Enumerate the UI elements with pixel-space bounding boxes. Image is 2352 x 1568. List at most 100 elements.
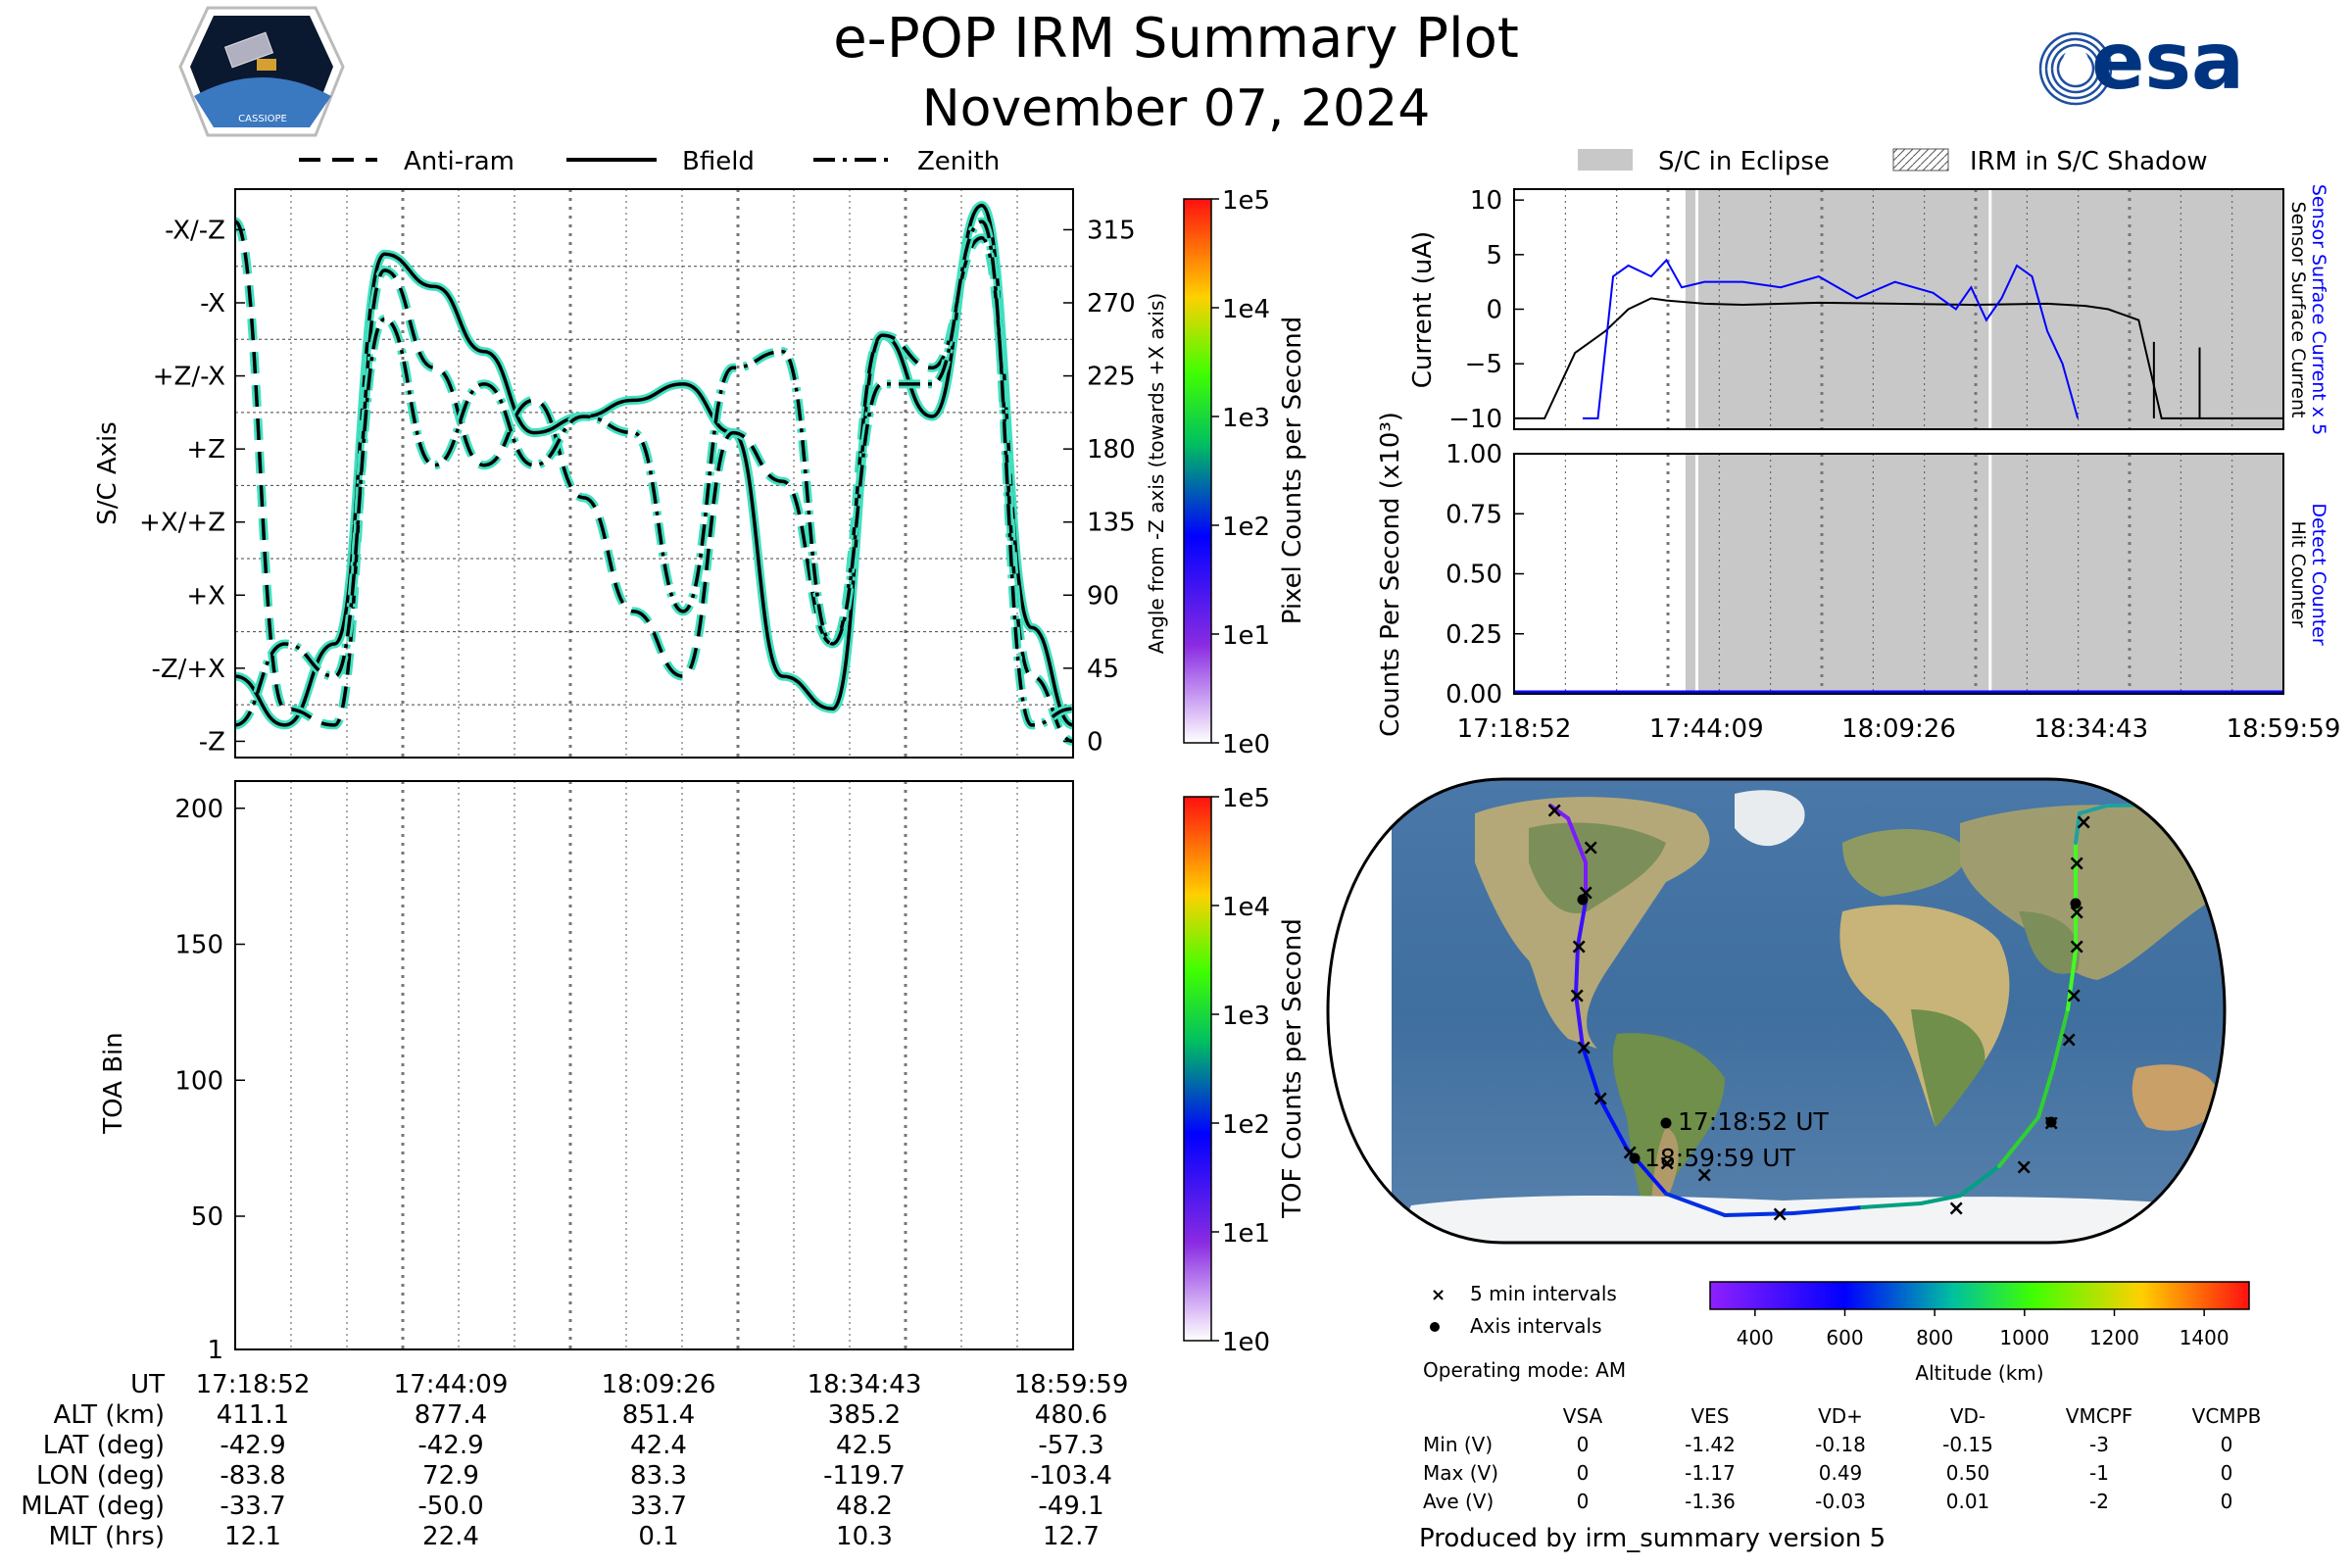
altitude-tick-label: 1000 <box>1999 1326 2049 1349</box>
five-min-marker: × <box>1695 1163 1713 1188</box>
colorbar-tick-label: 1e0 <box>1222 730 1270 760</box>
ephemeris-cell: 17:18:52 <box>196 1370 311 1399</box>
series-line-zenith <box>235 220 1073 727</box>
current-tick-label: −10 <box>1448 405 1502 434</box>
sc-axis-angle-tick: 180 <box>1087 435 1136 465</box>
orbit-track-segment <box>2036 1066 2055 1119</box>
orbit-track-segment <box>1664 1192 1727 1217</box>
mission-logo: CASSIOPE <box>178 6 345 137</box>
page-title: e-POP IRM Summary Plot <box>833 7 1519 71</box>
voltage-column-header: VCMPB <box>2192 1404 2262 1428</box>
voltage-column-header: VMCPF <box>2066 1404 2132 1428</box>
ephemeris-cell: -50.0 <box>417 1492 483 1521</box>
counts-tick-label: 0.75 <box>1446 500 1502 529</box>
orbit-track-segment <box>1581 1045 1601 1100</box>
orbit-track <box>1548 802 2225 1217</box>
toa-tick-label: 1 <box>207 1336 223 1365</box>
legend-bfield-label: Bfield <box>682 147 755 176</box>
counts-ylabel: Counts Per Second (x10³) <box>1376 412 1405 737</box>
five-min-marker: × <box>1947 1197 1965 1221</box>
eclipse-shading <box>1685 189 2283 429</box>
ephemeris-cell: 0.1 <box>638 1522 678 1551</box>
ephemeris-row-label: MLT (hrs) <box>49 1522 166 1551</box>
ephemeris-cell: 18:09:26 <box>602 1370 716 1399</box>
ephemeris-cell: 12.1 <box>224 1522 281 1551</box>
sc-axis-tick-label: -Z/+X <box>151 655 225 684</box>
counts-panel: 1.00 0.75 0.50 0.25 0.00 17:18:52 17:44:09 18:… <box>1376 412 2340 744</box>
colorbar-tick-label: 1e4 <box>1222 295 1270 324</box>
orbit-markers: ×××××××××××××××××××× <box>1545 799 2092 1227</box>
voltage-row-label: Min (V) <box>1423 1433 1493 1456</box>
orbit-track-segment <box>2078 804 2109 815</box>
colorbar-tick-label: 1e5 <box>1222 784 1270 813</box>
sensor-current-x5-line <box>1582 258 2080 419</box>
ephemeris-cell: -49.1 <box>1038 1492 1103 1521</box>
sc-axis-y-ticks: -X/-Z -X +Z/-X +Z +X/+Z +X -Z/+X -Z <box>139 216 245 757</box>
ephemeris-cell: 18:34:43 <box>808 1370 922 1399</box>
orbit-start-label: 17:18:52 UT <box>1678 1107 1830 1136</box>
time-tick-label: 18:59:59 <box>2227 714 2341 744</box>
sc-axis-angle-tick: 135 <box>1087 509 1136 538</box>
toa-ylabel: TOA Bin <box>99 1032 128 1134</box>
voltage-cell: 0 <box>1577 1490 1590 1513</box>
ephemeris-row-label: MLAT (deg) <box>21 1492 165 1521</box>
colorbar-tick-label: 1e1 <box>1222 1219 1270 1249</box>
orbit-track-segment <box>1791 1205 1864 1215</box>
sc-axis-tick-label: +X/+Z <box>139 509 225 538</box>
ephemeris-cell: -57.3 <box>1038 1431 1103 1460</box>
legend-anti-ram: Anti-ram <box>299 147 514 176</box>
time-tick-label: 18:34:43 <box>2034 714 2148 744</box>
colorbar-tick-label: 1e4 <box>1222 893 1270 922</box>
eclipse-legend: S/C in Eclipse IRM in S/C Shadow <box>1578 147 2208 176</box>
counts-y-ticks: 1.00 0.75 0.50 0.25 0.00 <box>1446 440 1524 710</box>
five-min-marker: × <box>1582 836 1599 860</box>
voltage-column-header: VD- <box>1950 1404 1985 1428</box>
ephemeris-cell: -42.9 <box>220 1431 285 1460</box>
agency-logo-text: esa <box>2091 16 2244 107</box>
time-tick-label: 17:18:52 <box>1457 714 1572 744</box>
ephemeris-cell: 42.5 <box>836 1431 893 1460</box>
colorbar-tick-label: 1e3 <box>1222 1002 1270 1031</box>
sc-axis-angle-tick: 90 <box>1087 581 1119 611</box>
sc-axis-y2label: Angle from -Z axis (towards +X axis) <box>1145 293 1168 654</box>
counts-tick-label: 0.50 <box>1446 561 1502 590</box>
five-min-marker-icon: × <box>1431 1285 1446 1305</box>
axis-interval-marker <box>1577 894 1589 906</box>
orbit-end-label: 18:59:59 UT <box>1644 1144 1796 1172</box>
axis-interval-marker <box>2070 898 2082 909</box>
altitude-tick-label: 1400 <box>2180 1326 2230 1349</box>
orbit-track-segment <box>1958 1164 2001 1198</box>
sc-axis-lines <box>235 201 1073 746</box>
current-y2label-blue: Sensor Surface Current x 5 <box>2308 184 2329 435</box>
voltage-column-header: VES <box>1690 1404 1729 1428</box>
colorbar-tick-label: 1e2 <box>1222 513 1270 542</box>
toa-panel: 200 150 100 50 1 TOA Bin <box>99 780 1074 1365</box>
voltage-cell: 0 <box>1577 1461 1590 1485</box>
altitude-tick-label: 1200 <box>2089 1326 2139 1349</box>
orbit-map: ×××××××××××××××××××× 17:18:52 UT 18:59:5… <box>1326 777 2227 1245</box>
eclipse-shading <box>1685 454 2283 694</box>
voltage-row-label: Max (V) <box>1423 1461 1498 1485</box>
ephemeris-cell: -119.7 <box>823 1461 906 1491</box>
ephemeris-row-label: LON (deg) <box>36 1461 165 1491</box>
orbit-track-segment <box>2051 1007 2070 1070</box>
counts-tick-label: 0.25 <box>1446 620 1502 650</box>
map-legend: × 5 min intervals Axis intervals <box>1430 1282 1617 1338</box>
voltage-cell: 0.49 <box>1819 1461 1863 1485</box>
colorbar-tick-label: 1e1 <box>1222 621 1270 651</box>
counts-y2label: Hit Counter <box>2287 521 2309 628</box>
voltage-row-label: Ave (V) <box>1423 1490 1494 1513</box>
sc-axis-panel: -X/-Z -X +Z/-X +Z +X/+Z +X -Z/+X -Z 315 270 225 18… <box>93 188 1168 759</box>
current-tick-label: 10 <box>1470 186 1502 216</box>
legend-eclipse: S/C in Eclipse <box>1578 147 1830 176</box>
ephemeris-cell: -103.4 <box>1030 1461 1112 1491</box>
five-min-marker: × <box>1658 1152 1676 1176</box>
legend-zenith: Zenith <box>813 147 1000 176</box>
page-date: November 07, 2024 <box>922 79 1431 138</box>
current-y-ticks: 10 5 0 −5 −10 <box>1448 186 1524 434</box>
orbit-track-segment <box>2074 811 2082 845</box>
legend-axis-interval-label: Axis intervals <box>1470 1314 1602 1338</box>
voltage-cell: -1.36 <box>1685 1490 1736 1513</box>
orbit-track-segment <box>1919 1194 1962 1205</box>
ephemeris-cell: 877.4 <box>415 1400 487 1430</box>
